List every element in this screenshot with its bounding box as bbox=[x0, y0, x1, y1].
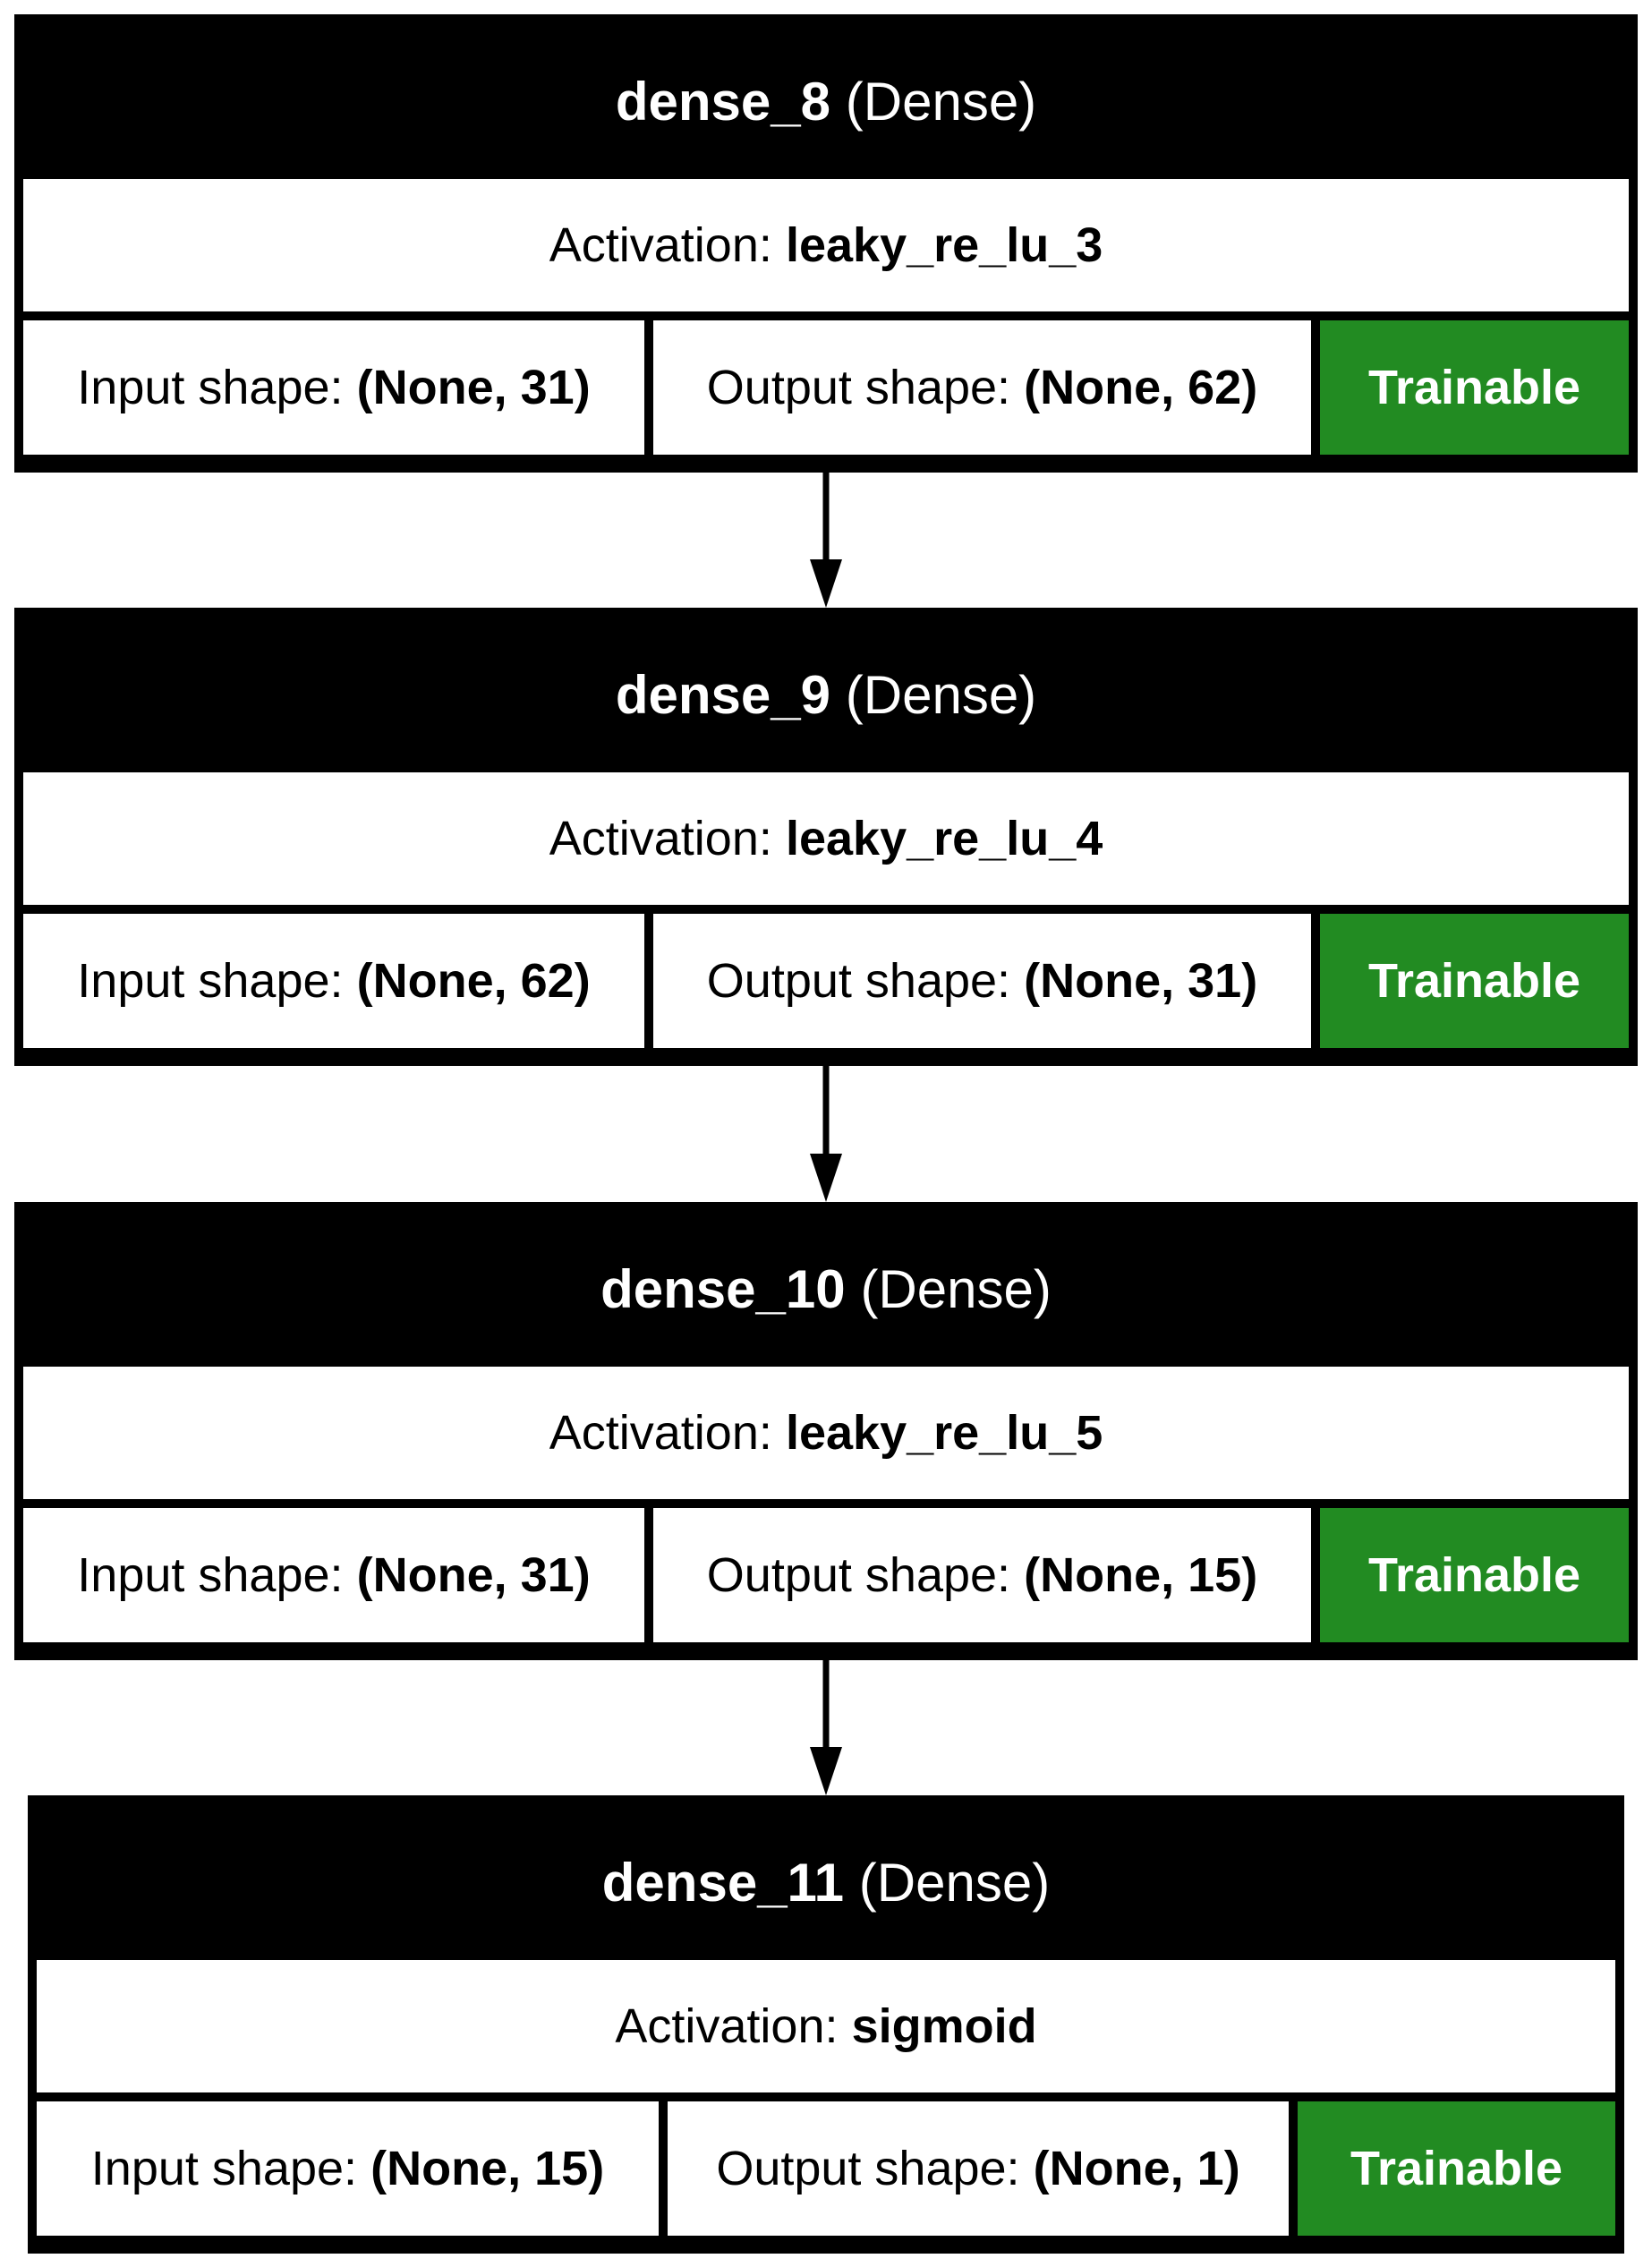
layer-title: dense_8 (Dense) bbox=[23, 23, 1629, 179]
activation-row: Activation: leaky_re_lu_3 bbox=[23, 179, 1629, 311]
layer-title: dense_11 (Dense) bbox=[37, 1804, 1615, 1960]
layer-type: (Dense) bbox=[858, 1852, 1051, 1913]
activation-label: Activation: bbox=[549, 218, 772, 272]
arrowhead-icon bbox=[810, 1747, 842, 1795]
trainable-badge: Trainable bbox=[1320, 1508, 1629, 1642]
layer-name: dense_9 bbox=[615, 664, 830, 725]
output-shape-value: (None, 62) bbox=[1024, 361, 1258, 414]
input-shape-cell: Input shape: (None, 62) bbox=[23, 914, 644, 1048]
output-shape-cell: Output shape: (None, 62) bbox=[653, 320, 1311, 455]
layer-node-dense-9: dense_9 (Dense) Activation: leaky_re_lu_… bbox=[14, 608, 1638, 1066]
activation-row: Activation: leaky_re_lu_5 bbox=[23, 1367, 1629, 1499]
trainable-badge: Trainable bbox=[1320, 320, 1629, 455]
shapes-row: Input shape: (None, 31) Output shape: (N… bbox=[23, 320, 1629, 455]
layer-type: (Dense) bbox=[845, 71, 1037, 132]
output-shape-cell: Output shape: (None, 15) bbox=[653, 1508, 1311, 1642]
trainable-badge: Trainable bbox=[1320, 914, 1629, 1048]
layer-name: dense_8 bbox=[615, 71, 830, 132]
layer-type: (Dense) bbox=[845, 664, 1037, 725]
shapes-row: Input shape: (None, 15) Output shape: (N… bbox=[37, 2101, 1615, 2236]
arrowhead-icon bbox=[810, 1154, 842, 1202]
output-shape-cell: Output shape: (None, 1) bbox=[668, 2101, 1289, 2236]
activation-row: Activation: sigmoid bbox=[37, 1960, 1615, 2092]
input-shape-cell: Input shape: (None, 31) bbox=[23, 320, 644, 455]
activation-value: sigmoid bbox=[851, 1999, 1037, 2053]
output-shape-cell: Output shape: (None, 31) bbox=[653, 914, 1311, 1048]
input-shape-value: (None, 31) bbox=[356, 1548, 591, 1602]
input-shape-value: (None, 15) bbox=[370, 2142, 605, 2195]
activation-row: Activation: leaky_re_lu_4 bbox=[23, 772, 1629, 905]
output-shape-label: Output shape: bbox=[716, 2142, 1020, 2195]
layer-node-dense-11: dense_11 (Dense) Activation: sigmoid Inp… bbox=[28, 1795, 1624, 2254]
shapes-row: Input shape: (None, 31) Output shape: (N… bbox=[23, 1508, 1629, 1642]
layer-name: dense_11 bbox=[601, 1852, 844, 1913]
output-shape-label: Output shape: bbox=[706, 1548, 1011, 1602]
edge-dense-8-to-dense-9 bbox=[810, 473, 842, 608]
layer-node-dense-8: dense_8 (Dense) Activation: leaky_re_lu_… bbox=[14, 14, 1638, 473]
input-shape-value: (None, 31) bbox=[356, 361, 591, 414]
trainable-badge: Trainable bbox=[1298, 2101, 1615, 2236]
input-shape-label: Input shape: bbox=[90, 2142, 358, 2195]
input-shape-label: Input shape: bbox=[77, 1548, 344, 1602]
activation-label: Activation: bbox=[615, 1999, 839, 2053]
activation-value: leaky_re_lu_4 bbox=[785, 812, 1103, 865]
activation-label: Activation: bbox=[549, 812, 772, 865]
output-shape-value: (None, 1) bbox=[1033, 2142, 1240, 2195]
activation-value: leaky_re_lu_5 bbox=[785, 1406, 1103, 1460]
layer-type: (Dense) bbox=[860, 1258, 1052, 1319]
input-shape-cell: Input shape: (None, 31) bbox=[23, 1508, 644, 1642]
input-shape-cell: Input shape: (None, 15) bbox=[37, 2101, 659, 2236]
activation-value: leaky_re_lu_3 bbox=[785, 218, 1103, 272]
activation-label: Activation: bbox=[549, 1406, 772, 1460]
layer-name: dense_10 bbox=[600, 1258, 846, 1319]
shapes-row: Input shape: (None, 62) Output shape: (N… bbox=[23, 914, 1629, 1048]
output-shape-value: (None, 31) bbox=[1024, 954, 1258, 1008]
arrowhead-icon bbox=[810, 559, 842, 608]
layer-title: dense_10 (Dense) bbox=[23, 1211, 1629, 1367]
edge-dense-9-to-dense-10 bbox=[810, 1066, 842, 1202]
output-shape-value: (None, 15) bbox=[1024, 1548, 1258, 1602]
layer-node-dense-10: dense_10 (Dense) Activation: leaky_re_lu… bbox=[14, 1202, 1638, 1660]
edge-dense-10-to-dense-11 bbox=[810, 1660, 842, 1795]
input-shape-label: Input shape: bbox=[77, 954, 344, 1008]
input-shape-value: (None, 62) bbox=[356, 954, 591, 1008]
output-shape-label: Output shape: bbox=[706, 361, 1011, 414]
input-shape-label: Input shape: bbox=[77, 361, 344, 414]
output-shape-label: Output shape: bbox=[706, 954, 1011, 1008]
layer-title: dense_9 (Dense) bbox=[23, 617, 1629, 772]
